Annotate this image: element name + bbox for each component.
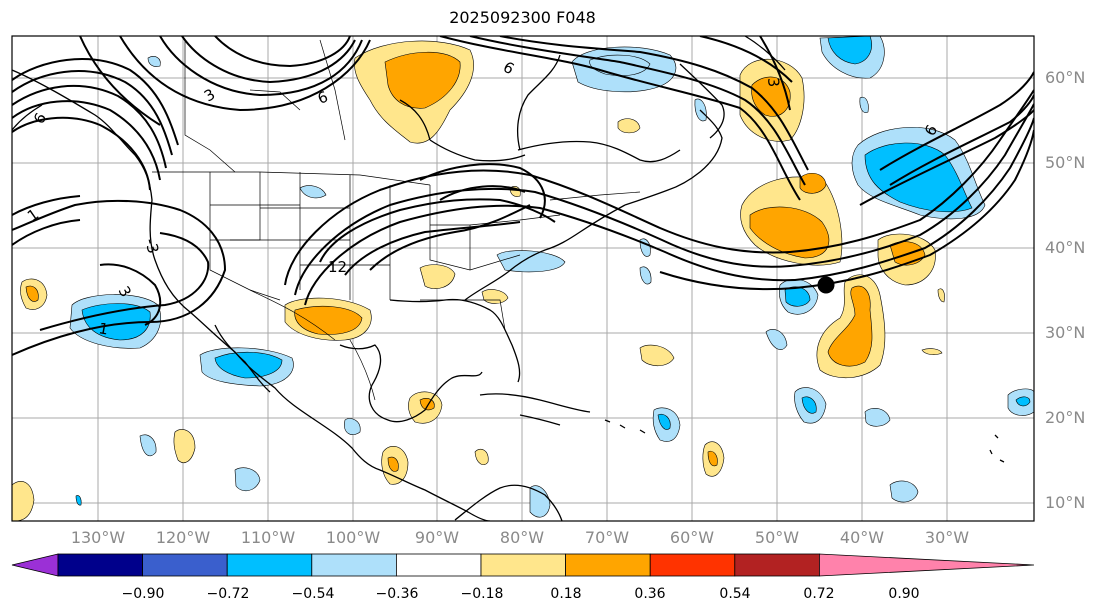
colorbar-tick: −0.90 [121, 586, 165, 602]
anomaly-positive [751, 76, 791, 117]
anomaly-positive [474, 449, 489, 465]
anomaly-negative [344, 418, 361, 435]
anomaly-negative [801, 396, 817, 414]
contour-label: 12 [328, 258, 347, 276]
anomaly-negative [859, 96, 869, 113]
anomaly-negative [147, 56, 161, 67]
colorbar-tick: 0.90 [888, 586, 920, 602]
anomaly-positive [419, 264, 456, 289]
anomaly-negative [234, 467, 261, 492]
colorbar-extend-min [11, 553, 59, 577]
lat-label: 40°N [1045, 238, 1086, 257]
lat-label: 10°N [1045, 493, 1086, 512]
anomaly-fill [12, 36, 1034, 521]
lon-label: 90°W [414, 528, 460, 547]
chart-title: 2025092300 F048 [449, 8, 596, 27]
coastlines [12, 36, 1005, 521]
colorbar-extend-max [819, 553, 1035, 577]
anomaly-positive [617, 118, 641, 134]
colorbar-segment [734, 553, 820, 577]
anomaly-negative [75, 495, 82, 506]
anomaly-positive [639, 344, 675, 367]
lon-label: 110°W [240, 528, 296, 547]
colorbar-tick: −0.18 [460, 586, 504, 602]
lon-label: 120°W [155, 528, 211, 547]
colorbar-segment [142, 553, 228, 577]
anomaly-negative [299, 185, 327, 199]
contour-label: -3 [141, 236, 162, 255]
anomaly-negative [889, 480, 919, 503]
contour-label: 3 [764, 77, 783, 88]
anomaly-positive [827, 285, 873, 367]
colorbar-tick: −0.36 [375, 586, 419, 602]
colorbar [11, 553, 1035, 577]
colorbar-segment [565, 553, 651, 577]
contour-label: 1 [97, 319, 110, 338]
lon-label: 50°W [754, 528, 800, 547]
anomaly-negative [639, 266, 652, 285]
lon-label: 130°W [70, 528, 126, 547]
lon-label: 80°W [499, 528, 545, 547]
colorbar-segment [649, 553, 736, 577]
colorbar-tick: −0.72 [206, 586, 250, 602]
anomaly-negative [657, 413, 671, 430]
anomaly-negative [81, 303, 151, 341]
contour-lines [12, 36, 1034, 356]
anomaly-negative [214, 351, 283, 379]
colorbar-segment [57, 553, 143, 577]
anomaly-positive [799, 172, 827, 194]
lat-label: 60°N [1045, 68, 1086, 87]
colorbar-segment [395, 553, 482, 577]
lon-label: 60°W [669, 528, 715, 547]
anomaly-positive [384, 51, 461, 109]
colorbar-tick: 0.36 [634, 586, 666, 602]
anomaly-positive [294, 305, 363, 335]
colorbar-segment [311, 553, 397, 577]
colorbar-tick: −0.54 [291, 586, 335, 602]
anomaly-positive [921, 348, 943, 355]
colorbar-tick: 0.18 [550, 586, 582, 602]
anomaly-positive [173, 429, 196, 463]
lon-label: 40°W [839, 528, 885, 547]
anomaly-negative [1015, 396, 1031, 407]
anomaly-positive [25, 285, 39, 302]
map-frame [11, 35, 1035, 522]
colorbar-tick: 0.72 [803, 586, 835, 602]
anomaly-positive [707, 450, 718, 467]
anomaly-negative [139, 434, 157, 457]
lat-label: 20°N [1045, 408, 1086, 427]
anomaly-positive [387, 456, 399, 472]
lat-label: 50°N [1045, 153, 1086, 172]
anomaly-negative [784, 286, 811, 307]
anomaly-negative [529, 485, 551, 518]
anomaly-negative [827, 36, 872, 65]
lon-label: 100°W [325, 528, 381, 547]
colorbar-tick: 0.54 [719, 586, 751, 602]
anomaly-negative [864, 407, 891, 427]
colorbar-segment [480, 553, 566, 577]
anomaly-positive [937, 288, 945, 303]
storm-center-dot [817, 276, 835, 294]
map-background [12, 36, 1034, 521]
anomaly-negative [765, 329, 788, 350]
lon-label: 70°W [584, 528, 630, 547]
lat-label: 30°N [1045, 323, 1086, 342]
lon-label: 30°W [924, 528, 970, 547]
colorbar-segment [226, 553, 313, 577]
